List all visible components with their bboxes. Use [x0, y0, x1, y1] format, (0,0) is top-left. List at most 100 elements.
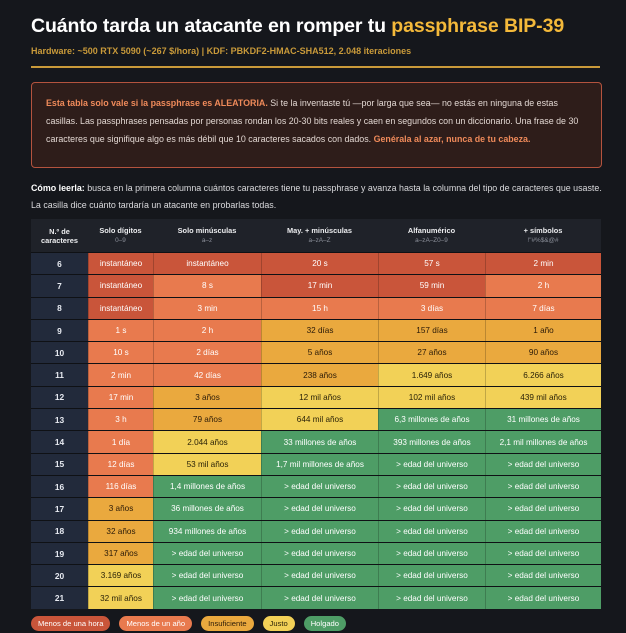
table-row: 20 3.169 años > edad del universo > edad de…	[31, 564, 601, 587]
warning-box: Esta tabla solo vale si la passphrase es…	[31, 82, 602, 168]
table-header: N.º de caracteres Solo dígitos 0–9 Solo min…	[31, 219, 601, 252]
column-header: + símbolos !"#%$&@#	[485, 219, 601, 252]
crack-time-cell: 3.169 años	[88, 565, 153, 587]
title-main: Cuánto tarda un atacante en romper tu	[31, 15, 392, 37]
column-header-charset: a–zA–Z0–9	[415, 237, 448, 244]
crack-time-cell: 36 millones de años	[153, 498, 261, 520]
crack-time-cell: instantáneo	[88, 253, 153, 275]
crack-time-cell: 439 mil años	[485, 386, 601, 409]
crack-time-cell: 3 años	[153, 386, 261, 409]
title-highlight: passphrase BIP-39	[391, 15, 565, 37]
crack-time-cell: 2 h	[153, 319, 261, 342]
crack-time-cell: 31 millones de años	[485, 409, 601, 431]
column-header-charset: a–zA–Z	[308, 237, 331, 244]
crack-time-cell: 2 h	[485, 275, 601, 297]
char-count-cell: 16	[31, 475, 88, 498]
page-title: Cuánto tarda un atacante en romper tu pa…	[31, 15, 564, 38]
char-count-cell: 13	[31, 409, 88, 431]
crack-time-cell: 6,3 millones de años	[378, 409, 485, 431]
crack-time-cell: 53 mil años	[153, 453, 261, 475]
crack-time-cell: > edad del universo	[485, 565, 601, 587]
crack-time-cell: > edad del universo	[485, 475, 601, 498]
crack-time-cell: 157 días	[378, 319, 485, 342]
table-row: 21 32 mil años > edad del universo > edad d…	[31, 586, 601, 609]
crack-time-cell: 59 min	[378, 275, 485, 297]
table-row: 19 317 años > edad del universo > edad del …	[31, 541, 601, 565]
warning-body: Si te la inventaste tú —por larga que se…	[46, 98, 579, 144]
crack-time-cell: 3 años	[88, 498, 153, 520]
crack-time-cell: 10 s	[88, 342, 153, 364]
column-header-label: May. + minúsculas	[287, 226, 352, 235]
crack-time-cell: 32 días	[261, 319, 378, 342]
table-row: 11 2 min 42 días 238 años 1.649 años 6.266 añ…	[31, 363, 601, 386]
crack-time-cell: > edad del universo	[485, 542, 601, 565]
crack-time-cell: 1,4 millones de años	[153, 475, 261, 498]
crack-time-cell: 2 min	[88, 364, 153, 386]
crack-time-cell: 32 años	[88, 520, 153, 542]
char-count-cell: 11	[31, 364, 88, 386]
crack-time-cell: instantáneo	[153, 253, 261, 275]
crack-time-cell: > edad del universo	[261, 565, 378, 587]
crack-time-cell: > edad del universo	[485, 498, 601, 520]
crack-time-cell: > edad del universo	[378, 453, 485, 475]
column-header-label: N.º de caracteres	[41, 226, 78, 245]
table-row: 7 instantáneo 8 s 17 min 59 min 2 h	[31, 274, 601, 297]
crack-time-cell: > edad del universo	[485, 587, 601, 609]
crack-time-cell: 644 mil años	[261, 409, 378, 431]
char-count-cell: 21	[31, 587, 88, 609]
char-count-cell: 10	[31, 342, 88, 364]
crack-time-cell: 32 mil años	[88, 587, 153, 609]
column-header-label: Alfanumérico	[407, 226, 456, 235]
column-header: May. + minúsculas a–zA–Z	[261, 219, 378, 252]
char-count-cell: 14	[31, 431, 88, 453]
crack-time-cell: 27 años	[378, 342, 485, 364]
crack-time-cell: 3 días	[378, 297, 485, 319]
column-header: N.º de caracteres	[31, 219, 88, 252]
crack-time-cell: 393 millones de años	[378, 431, 485, 453]
column-header-charset: !"#%$&@#	[527, 237, 559, 244]
crack-time-cell: 238 años	[261, 364, 378, 386]
crack-time-cell: 79 años	[153, 409, 261, 431]
table-row: 16 116 días 1,4 millones de años > edad del…	[31, 474, 601, 498]
crack-time-cell: instantáneo	[88, 275, 153, 297]
crack-time-cell: 8 s	[153, 275, 261, 297]
crack-time-cell: 15 h	[261, 297, 378, 319]
crack-time-cell: > edad del universo	[485, 453, 601, 475]
table-row: 18 32 años 934 millones de años > edad del …	[31, 519, 601, 542]
crack-time-table: N.º de caracteres Solo dígitos 0–9 Solo min…	[31, 219, 601, 609]
char-count-cell: 17	[31, 498, 88, 520]
crack-time-cell: 1,7 mil millones de años	[261, 453, 378, 475]
warning-lead: Esta tabla solo vale si la passphrase es…	[46, 98, 268, 108]
char-count-cell: 18	[31, 520, 88, 542]
crack-time-cell: 42 días	[153, 364, 261, 386]
crack-time-cell: 12 días	[88, 453, 153, 475]
crack-time-cell: 2.044 años	[153, 431, 261, 453]
table-row: 17 3 años 36 millones de años > edad del un…	[31, 497, 601, 520]
crack-time-cell: 6.266 años	[485, 364, 601, 386]
char-count-cell: 19	[31, 542, 88, 565]
table-row: 15 12 días 53 mil años 1,7 mil millones de …	[31, 452, 601, 475]
crack-time-cell: 7 días	[485, 297, 601, 319]
crack-time-cell: > edad del universo	[261, 587, 378, 609]
crack-time-cell: 33 millones de años	[261, 431, 378, 453]
char-count-cell: 6	[31, 253, 88, 275]
crack-time-cell: instantáneo	[88, 297, 153, 319]
char-count-cell: 8	[31, 297, 88, 319]
crack-time-cell: 1 año	[485, 319, 601, 342]
crack-time-cell: > edad del universo	[378, 520, 485, 542]
legend-chip: Menos de una hora	[31, 616, 111, 631]
crack-time-cell: 2,1 mil millones de años	[485, 431, 601, 453]
crack-time-cell: 12 mil años	[261, 386, 378, 409]
char-count-cell: 7	[31, 275, 88, 297]
column-header-label: Solo minúsculas	[177, 226, 237, 235]
column-header-label: + símbolos	[523, 226, 563, 235]
crack-time-cell: > edad del universo	[378, 475, 485, 498]
legend-chip: Insuficiente	[201, 616, 254, 631]
how-to-read-text: busca en la primera columna cuántos cara…	[31, 183, 602, 210]
char-count-cell: 20	[31, 565, 88, 587]
